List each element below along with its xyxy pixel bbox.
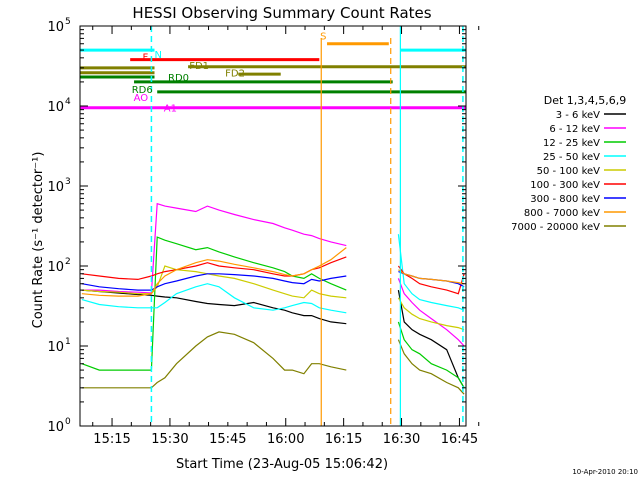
legend-entry-label: 7000 - 20000 keV	[511, 222, 600, 233]
legend-entry-label: 50 - 100 keV	[537, 166, 601, 177]
plot-frame	[79, 25, 467, 427]
series-line	[81, 331, 347, 389]
chart-title: HESSI Observing Summary Count Rates	[132, 4, 431, 22]
x-tick-label: 15:15	[93, 432, 130, 447]
legend: Det 1,3,4,5,6,9 3 - 6 keV 6 - 12 keV 12 - …	[511, 94, 626, 233]
x-tick-label: 16:00	[267, 432, 304, 447]
series-line	[81, 273, 347, 291]
legend-entry-label: 3 - 6 keV	[556, 110, 600, 121]
series-line	[397, 234, 465, 311]
y-tick-label: 10	[47, 260, 64, 275]
annotation-label: AO	[134, 93, 149, 104]
series-line	[398, 269, 465, 285]
series-layer	[81, 202, 465, 395]
annotation-label: A1	[164, 104, 177, 115]
y-tick-exponent: 1	[65, 337, 71, 347]
y-tick-exponent: 5	[65, 17, 71, 27]
y-tick-label: 10	[47, 420, 64, 435]
y-tick-exponent: 0	[65, 417, 71, 427]
annotation-label: RD0	[168, 73, 189, 84]
annotation-label: FD1	[189, 61, 209, 72]
series-line	[397, 278, 465, 347]
series-line	[81, 236, 347, 371]
x-tick-label: 15:45	[209, 432, 246, 447]
series-line	[81, 247, 347, 297]
series-line	[397, 289, 465, 389]
series-line	[81, 283, 347, 314]
series-line	[81, 202, 347, 294]
annotation-label: RD6	[132, 85, 153, 96]
y-tick-exponent: 3	[65, 177, 71, 187]
x-tick-label: 16:45	[441, 432, 478, 447]
annotation-label: S	[320, 31, 326, 42]
x-axis-label: Start Time (23-Aug-05 15:06:42)	[176, 457, 388, 472]
series-line	[397, 321, 465, 389]
y-tick-label: 10	[47, 20, 64, 35]
y-tick-label: 10	[47, 340, 64, 355]
y-axis-label: Count Rate (s⁻¹ detector⁻¹)	[31, 152, 46, 329]
legend-entry-label: 100 - 300 keV	[530, 180, 600, 191]
annotation-label: F	[143, 53, 149, 64]
annotation-label: N	[154, 50, 161, 61]
legend-entry-label: 800 - 7000 keV	[524, 208, 600, 219]
legend-entry-label: 12 - 25 keV	[543, 138, 600, 149]
y-tick-label: 10	[47, 180, 64, 195]
y-tick-label: 10	[47, 100, 64, 115]
markers-layer	[80, 26, 466, 426]
series-line	[397, 297, 465, 331]
plot-axes	[79, 25, 480, 427]
annotation-label: FD2	[225, 68, 245, 79]
series-line	[81, 265, 347, 299]
legend-entry-label: 6 - 12 keV	[549, 124, 600, 135]
y-tick-exponent: 2	[65, 257, 71, 267]
legend-entry-label: 25 - 50 keV	[543, 152, 600, 163]
legend-entry-label: 300 - 800 keV	[530, 194, 600, 205]
series-line	[397, 339, 465, 395]
legend-title: Det 1,3,4,5,6,9	[544, 94, 627, 107]
footer-date: 10-Apr-2010 20:10	[572, 468, 638, 476]
y-tick-exponent: 4	[65, 97, 71, 107]
x-tick-label: 15:30	[151, 432, 188, 447]
x-tick-labels: 15:15 15:30 15:45 16:00 16:15 16:30 16:45	[93, 432, 478, 447]
x-tick-label: 16:30	[383, 432, 420, 447]
x-tick-label: 16:15	[325, 432, 362, 447]
